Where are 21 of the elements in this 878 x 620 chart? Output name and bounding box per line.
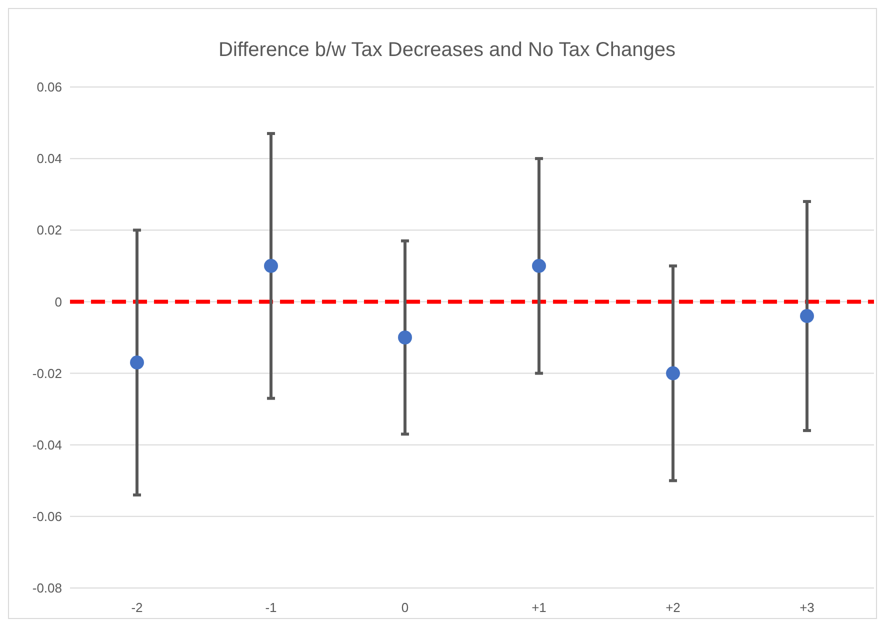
chart-title: Difference b/w Tax Decreases and No Tax Changes [218, 39, 676, 61]
x-tick-label: -1 [265, 600, 277, 615]
point [264, 258, 278, 273]
point [666, 366, 680, 380]
y-tick-label: -0.02 [32, 366, 62, 381]
x-tick-label: +1 [532, 600, 546, 615]
x-tick-label: 0 [401, 600, 409, 615]
x-tick-label: -2 [131, 600, 143, 615]
point [130, 356, 144, 370]
y-tick-label: 0.02 [36, 222, 62, 238]
point [532, 258, 546, 273]
x-tick-label: +2 [666, 600, 680, 615]
point [398, 330, 412, 344]
y-tick-label: 0.06 [36, 80, 62, 95]
x-tick-label: +3 [800, 600, 814, 615]
y-tick-label: -0.04 [32, 437, 62, 452]
y-tick-label: -0.08 [32, 580, 62, 596]
point [800, 309, 814, 324]
y-tick-label: -0.06 [32, 508, 62, 524]
y-tick-label: 0.04 [36, 151, 62, 166]
y-tick-label: 0 [54, 294, 62, 310]
